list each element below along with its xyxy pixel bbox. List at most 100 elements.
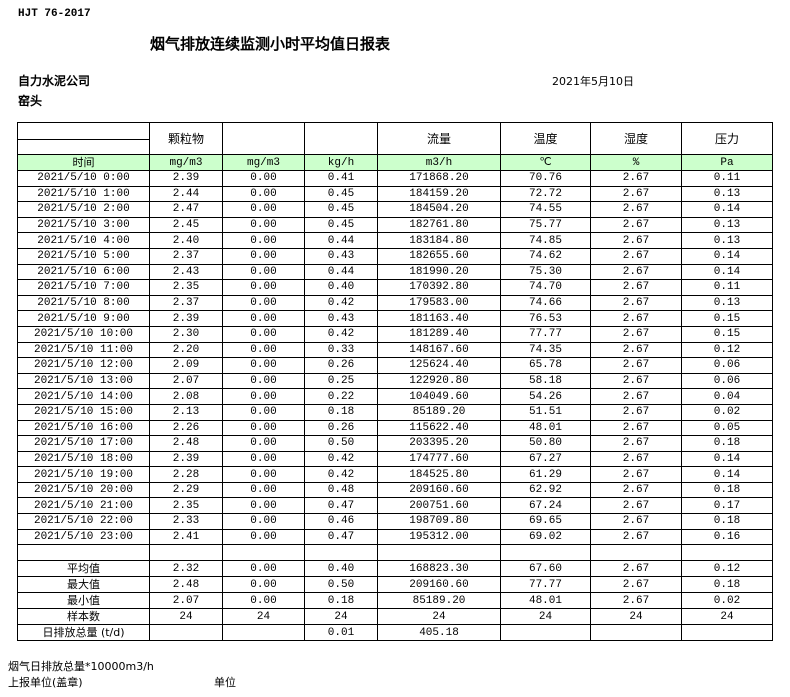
row-label-cell: 2021/5/10 21:00 — [17, 497, 150, 515]
value-cell: 51.51 — [500, 403, 591, 421]
value-cell: 2.13 — [149, 403, 223, 421]
row-label-cell: 2021/5/10 14:00 — [17, 388, 150, 405]
value-cell: 0.15 — [681, 310, 773, 327]
value-cell: 0.11 — [681, 170, 773, 187]
value-cell: 2.37 — [149, 294, 223, 312]
value-cell: 0.00 — [222, 388, 305, 405]
value-cell: 0.00 — [222, 232, 305, 249]
value-cell: 67.60 — [500, 560, 591, 578]
value-cell: 2.67 — [590, 419, 682, 437]
table-row: 2021/5/10 3:00 2.45 0.00 0.45 182761.80 75.77… — [17, 216, 773, 234]
value-cell: 125624.40 — [377, 357, 501, 374]
value-cell: 2.67 — [590, 450, 682, 468]
value-cell: 58.18 — [500, 372, 591, 390]
value-cell: 2.67 — [590, 357, 682, 374]
value-cell — [681, 544, 773, 562]
table-row: 2021/5/10 10:00 2.30 0.00 0.42 181289.40 77.7… — [17, 325, 773, 343]
value-cell: 2.67 — [590, 325, 682, 343]
value-cell: 24 — [222, 608, 305, 626]
value-cell: 2.67 — [590, 497, 682, 515]
table-row: 2021/5/10 0:00 2.39 0.00 0.41 171868.20 70.76… — [17, 170, 773, 187]
value-cell: 0.18 — [681, 576, 773, 594]
footer-reporter: 上报单位(盖章) — [8, 676, 83, 689]
value-cell: 0.45 — [304, 216, 378, 234]
value-cell — [681, 624, 773, 642]
value-cell: m3/h — [377, 154, 501, 171]
value-cell: 2.32 — [149, 560, 223, 578]
row-label-cell: 2021/5/10 7:00 — [17, 279, 150, 296]
value-cell: 174777.60 — [377, 450, 501, 468]
value-cell: 48.01 — [500, 592, 591, 610]
value-cell: 2.67 — [590, 310, 682, 327]
table-row: 2021/5/10 2:00 2.47 0.00 0.45 184504.20 74.55… — [17, 201, 773, 218]
value-cell: 2.44 — [149, 185, 223, 203]
value-cell — [304, 122, 378, 155]
value-cell: 2.67 — [590, 403, 682, 421]
footer-unit-label: 单位 — [214, 676, 236, 689]
table-row: 2021/5/10 11:00 2.20 0.00 0.33 148167.60 74.3… — [17, 341, 773, 359]
value-cell: 181289.40 — [377, 325, 501, 343]
value-cell: 184504.20 — [377, 201, 501, 218]
row-label-cell: 2021/5/10 13:00 — [17, 372, 150, 390]
value-cell: 0.43 — [304, 247, 378, 265]
value-cell: 0.44 — [304, 263, 378, 281]
value-cell: 0.14 — [681, 466, 773, 483]
value-cell: 0.26 — [304, 419, 378, 437]
value-cell: 流量 — [377, 122, 501, 155]
value-cell: 170392.80 — [377, 279, 501, 296]
value-cell: 2.67 — [590, 481, 682, 499]
table-row: 2021/5/10 21:00 2.35 0.00 0.47 200751.60 67.2… — [17, 497, 773, 515]
value-cell: 181990.20 — [377, 263, 501, 281]
value-cell: 2.48 — [149, 576, 223, 594]
row-label-cell: 2021/5/10 1:00 — [17, 185, 150, 203]
row-label-cell: 2021/5/10 2:00 — [17, 201, 150, 218]
value-cell — [222, 122, 305, 155]
value-cell: 209160.60 — [377, 576, 501, 594]
corner-divider — [18, 139, 149, 140]
table-row: 2021/5/10 4:00 2.40 0.00 0.44 183184.80 74.85… — [17, 232, 773, 249]
value-cell: 85189.20 — [377, 403, 501, 421]
value-cell: 72.72 — [500, 185, 591, 203]
header-corner-cell — [17, 122, 150, 155]
value-cell: 2.20 — [149, 341, 223, 359]
value-cell: 0.00 — [222, 341, 305, 359]
value-cell: % — [590, 154, 682, 171]
value-cell: 2.29 — [149, 481, 223, 499]
value-cell: 0.12 — [681, 560, 773, 578]
value-cell: 74.66 — [500, 294, 591, 312]
value-cell: 0.00 — [222, 497, 305, 515]
value-cell: 24 — [681, 608, 773, 626]
row-label-cell: 2021/5/10 18:00 — [17, 450, 150, 468]
value-cell: 75.77 — [500, 216, 591, 234]
row-label-cell: 样本数 — [17, 608, 150, 626]
value-cell: 115622.40 — [377, 419, 501, 437]
value-cell: 0.13 — [681, 294, 773, 312]
value-cell: kg/h — [304, 154, 378, 171]
table-row: 2021/5/10 15:00 2.13 0.00 0.18 85189.20 51.51… — [17, 403, 773, 421]
value-cell: 0.00 — [222, 528, 305, 546]
value-cell — [304, 544, 378, 562]
value-cell: 0.43 — [304, 310, 378, 327]
value-cell: 405.18 — [377, 624, 501, 642]
value-cell: 0.42 — [304, 450, 378, 468]
value-cell: 203395.20 — [377, 435, 501, 452]
value-cell: 2.67 — [590, 201, 682, 218]
value-cell: 184525.80 — [377, 466, 501, 483]
value-cell: 24 — [377, 608, 501, 626]
value-cell: 0.40 — [304, 560, 378, 578]
stats-row: 样本数 24 24 24 24 24 24 24 — [17, 608, 773, 626]
company-name: 自力水泥公司 — [18, 74, 91, 88]
value-cell — [590, 544, 682, 562]
value-cell: 182655.60 — [377, 247, 501, 265]
row-label-cell: 2021/5/10 8:00 — [17, 294, 150, 312]
header-names-row: 颗粒物 流量 温度 湿度 压力 — [17, 122, 773, 155]
table-row: 2021/5/10 7:00 2.35 0.00 0.40 170392.80 74.70… — [17, 279, 773, 296]
report-table: 颗粒物 流量 温度 湿度 压力 时间 mg/m3 mg/m3 kg/h m3/h ℃% Pa 2021/… — [17, 122, 773, 642]
value-cell: 48.01 — [500, 419, 591, 437]
value-cell: 2.41 — [149, 528, 223, 546]
value-cell: 0.06 — [681, 357, 773, 374]
row-label-cell: 2021/5/10 17:00 — [17, 435, 150, 452]
value-cell: 0.42 — [304, 294, 378, 312]
row-label-cell — [17, 544, 150, 562]
value-cell: 湿度 — [590, 122, 682, 155]
